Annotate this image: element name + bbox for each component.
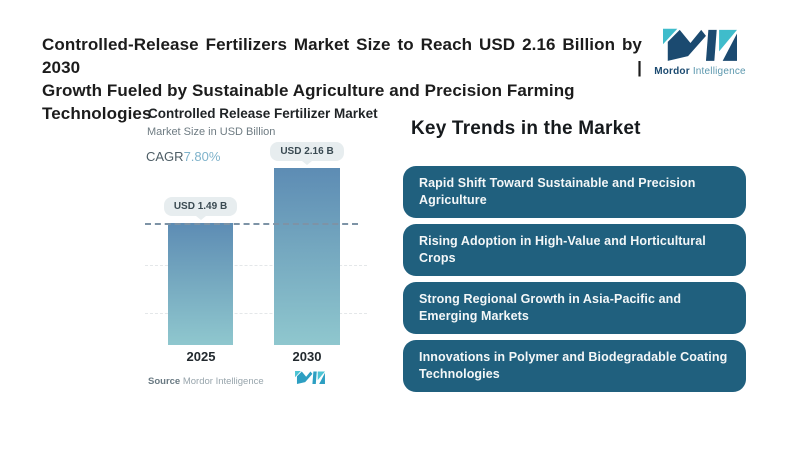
source-label: Source <box>148 376 181 387</box>
gridline <box>145 265 367 266</box>
trend-item-4: Innovations in Polymer and Biodegradable… <box>403 340 746 392</box>
label-pointer-icon <box>302 161 312 165</box>
gridline <box>145 313 367 314</box>
brand-logo: Mordor Intelligence <box>645 28 755 77</box>
bar-2025 <box>168 223 233 345</box>
source-value: Mordor Intelligence <box>182 376 264 387</box>
mordor-intelligence-mini-logo-icon <box>295 371 325 390</box>
key-trends-heading: Key Trends in the Market <box>411 118 641 139</box>
cagr-value: 7.80% <box>183 149 221 164</box>
trend-list: Rapid Shift Toward Sustainable and Preci… <box>403 166 746 392</box>
trend-item-2: Rising Adoption in High-Value and Hortic… <box>403 224 746 276</box>
bar-group-2030: USD 2.16 B <box>270 142 344 345</box>
bar-group-2025: USD 1.49 B <box>163 197 238 345</box>
page-title: Controlled-Release Fertilizers Market Si… <box>42 33 642 125</box>
bar-2030 <box>274 168 340 345</box>
chart-subtitle: Market Size in USD Billion <box>147 126 276 138</box>
key-trends-section: Key Trends in the Market Rapid Shift Tow… <box>403 110 746 392</box>
bar-value-label-2030: USD 2.16 B <box>270 142 344 165</box>
chart-title: Controlled Release Fertilizer Market <box>148 106 378 121</box>
brand-name: Mordor Intelligence <box>654 66 746 77</box>
x-axis-label-2030: 2030 <box>292 349 322 364</box>
bar-plot: USD 1.49 B USD 2.16 B <box>145 100 395 345</box>
label-pointer-icon <box>195 216 206 220</box>
trend-item-1: Rapid Shift Toward Sustainable and Preci… <box>403 166 746 218</box>
trend-item-3: Strong Regional Growth in Asia-Pacific a… <box>403 282 746 334</box>
chart-source: Source Mordor Intelligence <box>148 376 264 387</box>
cagr-label: CAGR <box>146 149 184 164</box>
cagr: CAGR7.80% <box>146 149 220 164</box>
x-axis-label-2025: 2025 <box>186 349 216 364</box>
bar-value-label-2025: USD 1.49 B <box>163 197 238 220</box>
mordor-intelligence-logo-icon <box>645 28 755 64</box>
reference-dashed-line <box>145 223 358 225</box>
page-title-line-1: Controlled-Release Fertilizers Market Si… <box>42 35 642 77</box>
market-chart: Controlled Release Fertilizer Market Mar… <box>145 100 395 410</box>
page-title-line-2: Growth Fueled by Sustainable Agriculture… <box>42 81 575 123</box>
